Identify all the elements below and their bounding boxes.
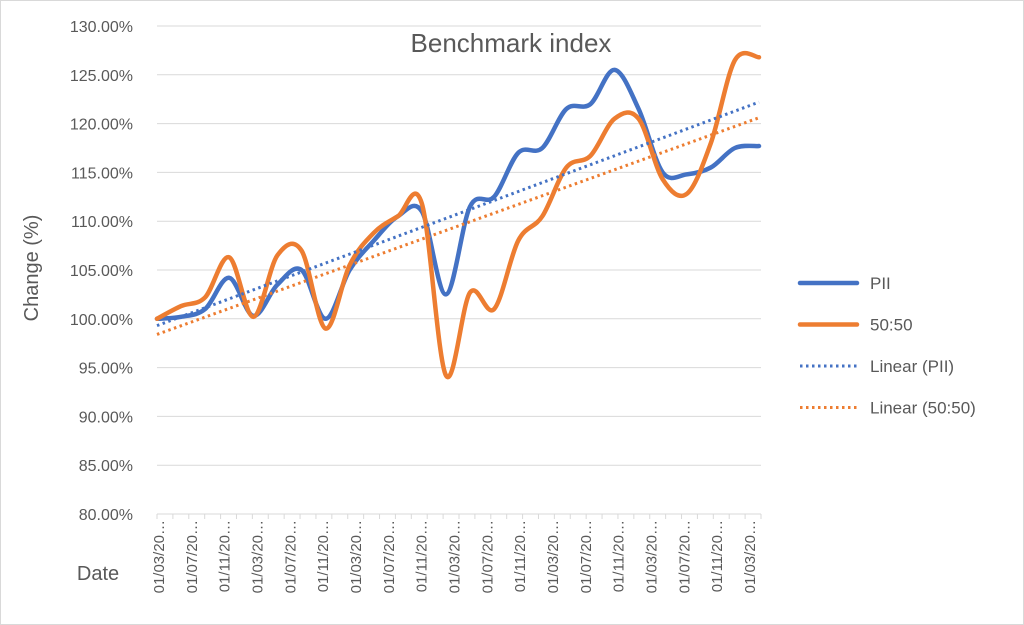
y-tick-label: 80.00% <box>79 507 133 524</box>
x-tick-label: 01/07/20… <box>578 520 595 593</box>
y-tick-label: 110.00% <box>71 214 133 231</box>
x-tick-marks <box>156 514 762 519</box>
x-tick-label: 01/03/20… <box>151 520 168 593</box>
x-axis-title: Date <box>77 563 119 585</box>
x-tick-label: 01/11/20… <box>414 520 431 592</box>
y-axis-title: Change (%) <box>21 215 43 322</box>
x-tick-label: 01/03/20… <box>545 520 562 593</box>
x-tick-label: 01/03/20… <box>447 520 464 593</box>
y-tick-label: 125.00% <box>70 68 133 85</box>
y-tick-label: 100.00% <box>70 312 133 329</box>
series-line-1 <box>154 50 762 380</box>
y-tick-label: 95.00% <box>79 361 133 378</box>
legend-label: PII <box>870 274 891 293</box>
series-lines <box>154 50 762 380</box>
y-tick-label: 120.00% <box>70 117 133 134</box>
gridlines <box>157 25 761 515</box>
x-tick-label: 01/07/20… <box>184 520 201 593</box>
x-tick-label: 01/11/20… <box>709 520 726 592</box>
x-tick-label: 01/07/20… <box>282 520 299 593</box>
y-tick-label: 85.00% <box>79 458 133 475</box>
series-line-3 <box>156 116 760 336</box>
legend-label: Linear (50:50) <box>870 399 976 418</box>
x-tick-label: 01/11/20… <box>217 520 234 592</box>
x-tick-label: 01/11/20… <box>611 520 628 592</box>
y-tick-label: 130.00% <box>70 19 133 36</box>
x-tick-labels: 01/03/20… 01/07/20… 01/11/20… 01/03/20… 01/0… <box>151 520 759 593</box>
legend: PII 50:50 Linear (PII) Linear (50:50) <box>797 274 976 418</box>
x-tick-label: 01/03/20… <box>348 520 365 593</box>
series-line-0 <box>154 67 762 322</box>
y-tick-label: 105.00% <box>70 263 133 280</box>
x-tick-label: 01/03/20… <box>644 520 661 593</box>
x-tick-label: 01/07/20… <box>479 520 496 593</box>
x-tick-label: 01/11/20… <box>512 520 529 592</box>
legend-label: 50:50 <box>870 316 913 335</box>
chart-title: Benchmark index <box>411 28 612 58</box>
x-tick-label: 01/11/20… <box>315 520 332 592</box>
y-tick-labels: 80.00% 85.00% 90.00% 95.00% 100.00% 105.00% 11… <box>70 19 133 524</box>
legend-label: Linear (PII) <box>870 357 954 376</box>
series-line-2 <box>156 100 760 328</box>
x-tick-label: 01/07/20… <box>676 520 693 593</box>
y-tick-label: 90.00% <box>79 409 133 426</box>
x-tick-label: 01/03/20… <box>742 520 759 593</box>
x-tick-label: 01/03/20… <box>250 520 267 593</box>
x-tick-label: 01/07/20… <box>381 520 398 593</box>
y-tick-label: 115.00% <box>71 165 133 182</box>
